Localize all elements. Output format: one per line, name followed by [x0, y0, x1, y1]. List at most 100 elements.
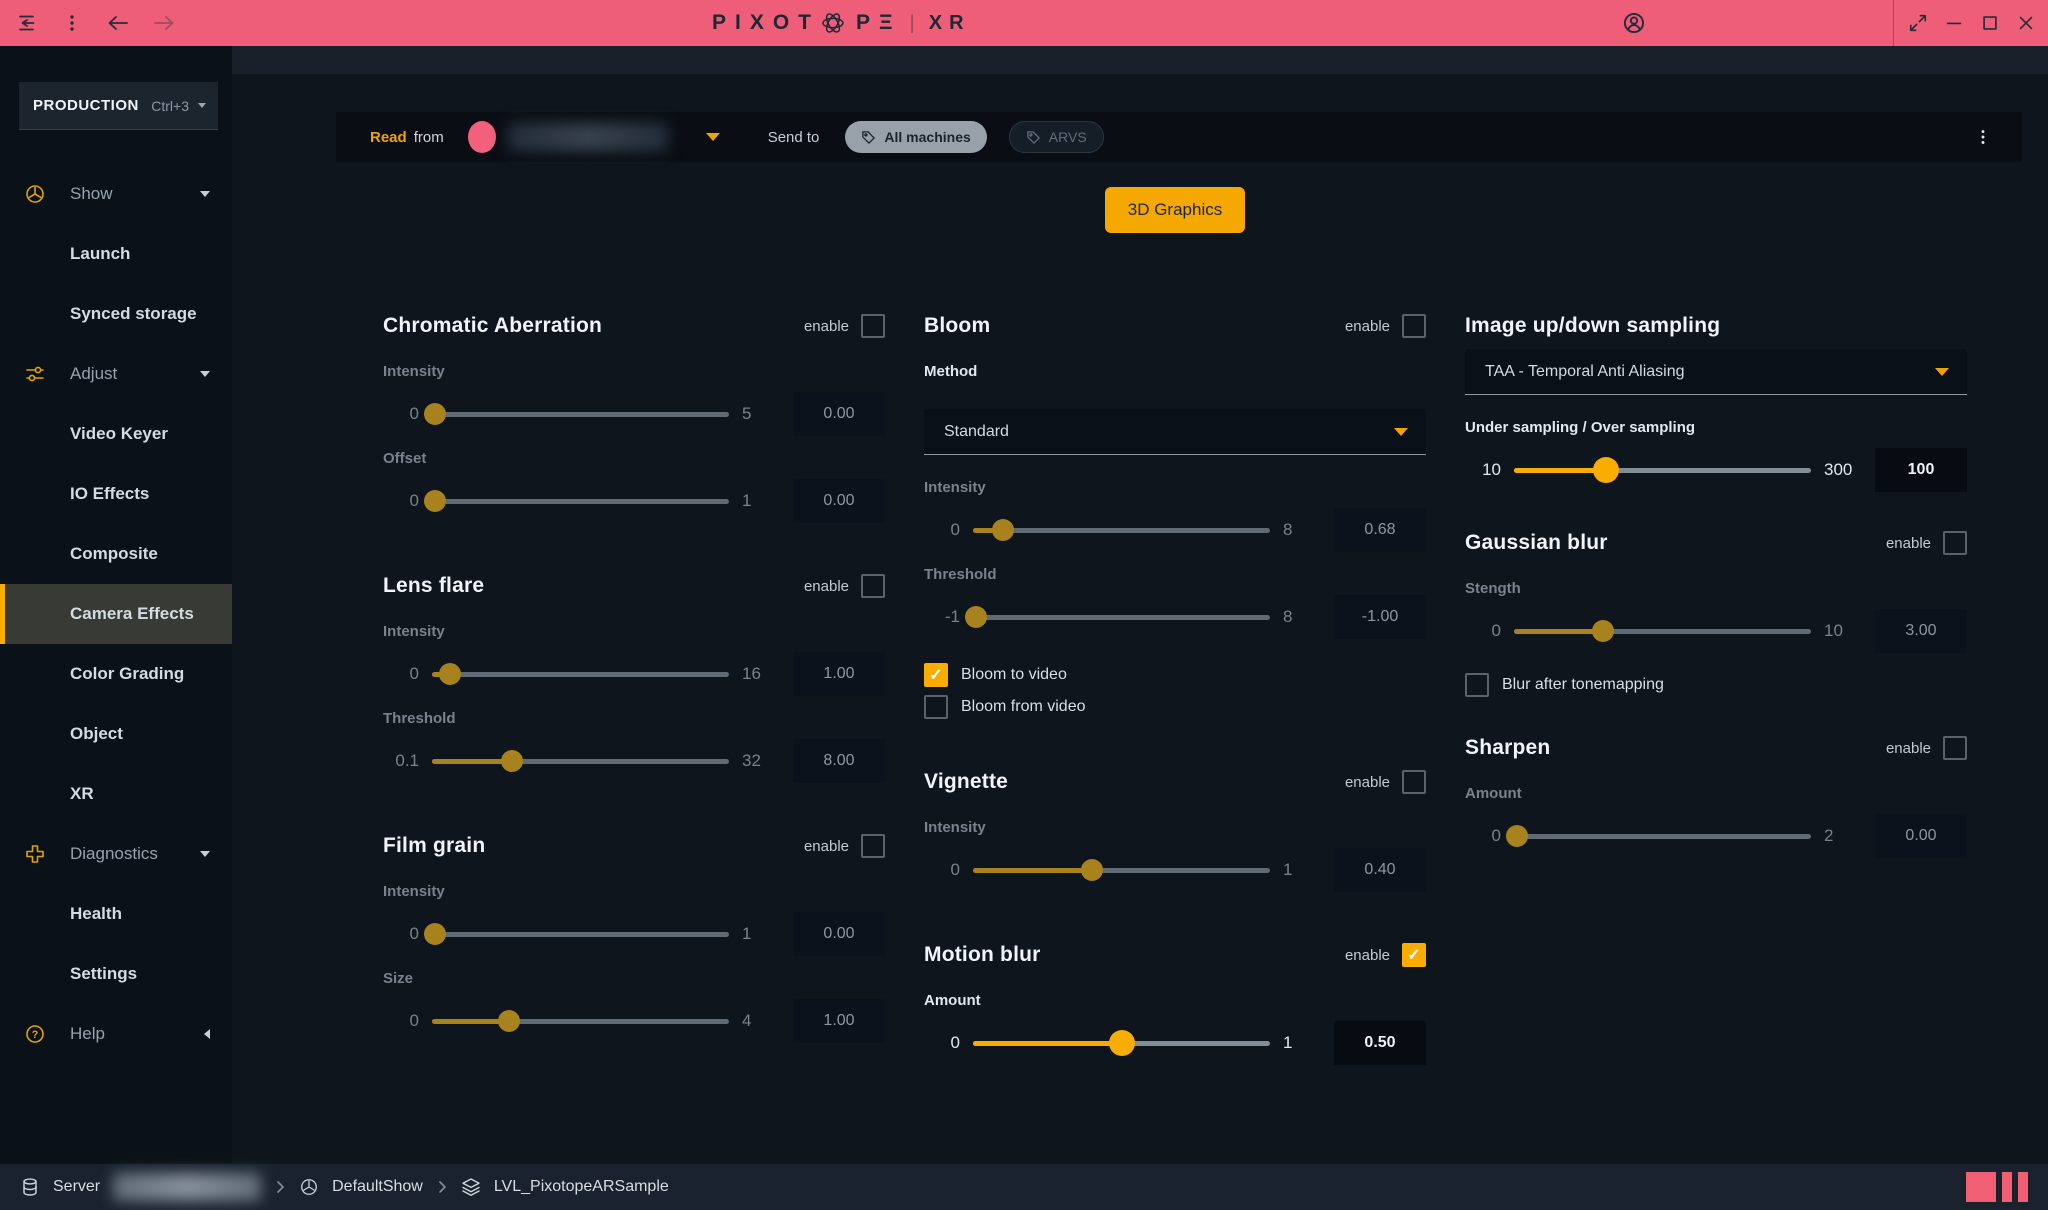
enable-checkbox[interactable]	[861, 314, 885, 338]
sidebar-item-color-grading[interactable]: Color Grading	[0, 644, 232, 704]
lens-flare-intensity-slider: Intensity 0 16 1.00	[383, 623, 885, 696]
enable-checkbox[interactable]	[861, 574, 885, 598]
enable-checkbox[interactable]	[1402, 314, 1426, 338]
antialiasing-dropdown[interactable]: TAA - Temporal Anti Aliasing	[1465, 349, 1967, 395]
sidebar-item-health[interactable]: Health	[0, 884, 232, 944]
sidebar-item-synced-storage[interactable]: Synced storage	[0, 284, 232, 344]
slider-track[interactable]	[423, 923, 729, 945]
collapse-sidebar-button[interactable]	[8, 5, 44, 41]
slider-track[interactable]	[432, 1010, 729, 1032]
slider-handle[interactable]	[964, 606, 987, 628]
sidebar-item-label: Color Grading	[70, 664, 185, 683]
slider-handle[interactable]	[991, 519, 1014, 541]
slider-value[interactable]: 0.00	[1875, 814, 1967, 858]
slider-value[interactable]: 1.00	[793, 999, 885, 1043]
slider-handle[interactable]	[1080, 859, 1103, 881]
slider-value[interactable]: 0.50	[1334, 1021, 1426, 1065]
slider-track[interactable]	[973, 519, 1270, 541]
sidebar-item-camera-effects[interactable]: Camera Effects	[0, 584, 232, 644]
readbar-menu-button[interactable]	[1968, 122, 1998, 152]
bloom-to-video-checkbox-row[interactable]: Bloom to video	[924, 663, 1426, 687]
slider-value[interactable]: 0.00	[793, 912, 885, 956]
nav-forward-button[interactable]	[146, 5, 182, 41]
enable-label: enable	[1885, 534, 1931, 552]
app-menu-button[interactable]	[54, 5, 90, 41]
slider-value[interactable]: -1.00	[1334, 595, 1426, 639]
kebab-menu-icon	[70, 15, 74, 31]
checkbox[interactable]	[924, 663, 948, 687]
bloom-from-video-checkbox-row[interactable]: Bloom from video	[924, 695, 1426, 719]
slider-track[interactable]	[432, 663, 729, 685]
logo-text-right: PΞ	[856, 11, 902, 34]
sidebar-item-adjust[interactable]: Adjust	[0, 344, 232, 404]
sidebar-item-help[interactable]: ? Help	[0, 1004, 232, 1064]
redacted-machine-name	[507, 123, 668, 151]
fullscreen-button[interactable]	[1900, 5, 1936, 41]
sidebar-item-composite[interactable]: Composite	[0, 524, 232, 584]
slider-handle[interactable]	[501, 750, 524, 772]
enable-checkbox[interactable]	[1943, 736, 1967, 760]
breadcrumb-level[interactable]: LVL_PixotopeARSample	[493, 1178, 669, 1195]
chevron-right-icon	[438, 1181, 446, 1193]
slider-track[interactable]	[423, 403, 729, 425]
status-indicator	[1966, 1172, 2028, 1202]
slider-handle[interactable]	[423, 403, 446, 425]
workspace-selector[interactable]: PRODUCTION Ctrl+3	[19, 82, 218, 130]
enable-checkbox[interactable]	[1402, 770, 1426, 794]
slider-value[interactable]: 0.68	[1334, 508, 1426, 552]
sidebar-item-launch[interactable]: Launch	[0, 224, 232, 284]
slider-handle[interactable]	[423, 490, 446, 512]
sidebar-item-video-keyer[interactable]: Video Keyer	[0, 404, 232, 464]
slider-track[interactable]	[964, 606, 1270, 628]
send-to-all-machines-pill[interactable]: All machines	[845, 121, 987, 153]
enable-checkbox[interactable]	[1402, 943, 1426, 967]
slider-handle[interactable]	[438, 663, 461, 685]
slider-handle[interactable]	[1108, 1030, 1135, 1056]
sidebar-item-diagnostics[interactable]: Diagnostics	[0, 824, 232, 884]
slider-min: 0	[409, 1011, 419, 1030]
slider-track[interactable]	[1514, 620, 1811, 642]
minimize-button[interactable]	[1936, 5, 1972, 41]
slider-track[interactable]	[973, 859, 1270, 881]
user-icon[interactable]	[1622, 11, 1646, 35]
redacted-server-name[interactable]	[113, 1173, 262, 1201]
slider-value[interactable]: 0.40	[1334, 848, 1426, 892]
slider-handle[interactable]	[1592, 620, 1615, 642]
slider-track[interactable]	[1505, 825, 1811, 847]
enable-checkbox[interactable]	[1943, 531, 1967, 555]
slider-value[interactable]: 1.00	[793, 652, 885, 696]
sidebar-item-settings[interactable]: Settings	[0, 944, 232, 1004]
slider-value[interactable]: 0.00	[793, 479, 885, 523]
checkbox[interactable]	[924, 695, 948, 719]
sidebar-item-label: Launch	[70, 244, 131, 263]
slider-value[interactable]: 100	[1875, 448, 1967, 492]
slider-track[interactable]	[432, 750, 729, 772]
slider-value[interactable]: 3.00	[1875, 609, 1967, 653]
enable-checkbox[interactable]	[861, 834, 885, 858]
sidebar-item-io-effects[interactable]: IO Effects	[0, 464, 232, 524]
read-from-machine-select[interactable]	[467, 121, 720, 153]
breadcrumb-show[interactable]: DefaultShow	[332, 1178, 423, 1195]
3d-graphics-button[interactable]: 3D Graphics	[1104, 187, 1246, 233]
slider-value[interactable]: 0.00	[793, 392, 885, 436]
sidebar-item-show[interactable]: Show	[0, 164, 232, 224]
send-to-arvs-pill[interactable]: ARVS	[1008, 121, 1104, 153]
server-label: Server	[53, 1178, 101, 1195]
blur-after-tonemapping-checkbox-row[interactable]: Blur after tonemapping	[1465, 673, 1967, 697]
bloom-method-dropdown[interactable]: Standard	[924, 409, 1426, 455]
slider-track[interactable]	[973, 1030, 1270, 1056]
slider-track[interactable]	[1514, 457, 1811, 483]
nav-back-button[interactable]	[100, 5, 136, 41]
checkbox[interactable]	[1465, 673, 1489, 697]
sidebar-item-xr[interactable]: XR	[0, 764, 232, 824]
slider-handle[interactable]	[423, 923, 446, 945]
slider-handle[interactable]	[1505, 825, 1528, 847]
close-button[interactable]	[2008, 5, 2044, 41]
maximize-button[interactable]	[1972, 5, 2008, 41]
slider-handle[interactable]	[1593, 457, 1620, 483]
slider-handle[interactable]	[498, 1010, 521, 1032]
slider-track[interactable]	[423, 490, 729, 512]
section-vignette: Vignette enable Intensity 0 1 0	[924, 767, 1426, 892]
slider-value[interactable]: 8.00	[793, 739, 885, 783]
sidebar-item-object[interactable]: Object	[0, 704, 232, 764]
